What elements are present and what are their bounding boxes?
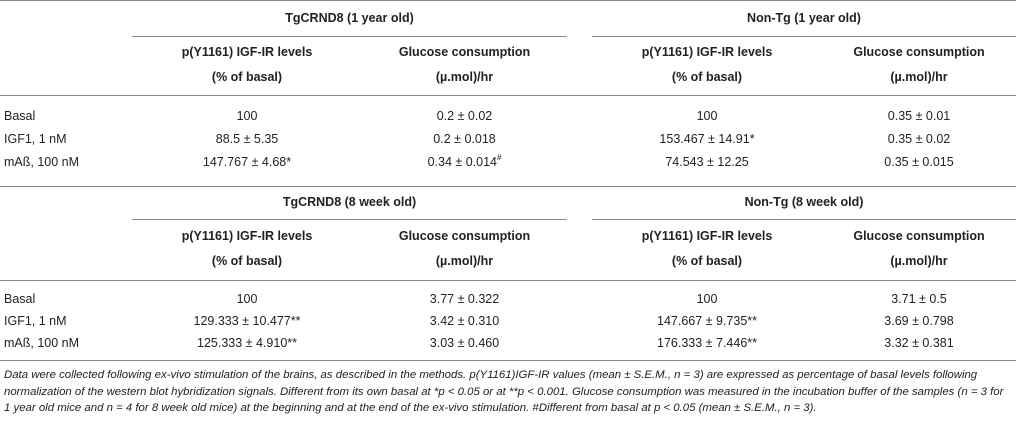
group-underline-tg-1yr (132, 36, 567, 37)
table-cell: 3.03 ± 0.460 (429, 336, 500, 350)
column-header-unit: (% of basal) (211, 70, 283, 84)
table-cell: 129.333 ± 10.477** (193, 314, 301, 328)
column-header: p(Y1161) IGF-IR levels (641, 229, 773, 243)
section-divider-rule (0, 186, 1016, 187)
table-cell: 0.2 ± 0.018 (433, 132, 496, 146)
column-header-unit: (µ.mol)/hr (435, 70, 494, 84)
group-underline-tg-8wk (132, 219, 567, 220)
table-cell: 0.2 ± 0.02 (436, 109, 493, 123)
header2-bottom-rule (0, 280, 1016, 281)
column-header: Glucose consumption (398, 45, 531, 59)
column-header-unit: (% of basal) (671, 70, 743, 84)
row-label: mAß, 100 nM (4, 336, 80, 350)
column-header: Glucose consumption (853, 45, 985, 59)
group-header: Non-Tg (8 week old) (744, 195, 864, 209)
table-cell: 0.35 ± 0.02 (887, 132, 951, 146)
table-cell: 88.5 ± 5.35 (215, 132, 279, 146)
table-top-rule (0, 0, 1016, 1)
column-header: Glucose consumption (398, 229, 531, 243)
column-header: p(Y1161) IGF-IR levels (181, 229, 313, 243)
significance-mark: # (496, 152, 502, 162)
group-header: Non-Tg (1 year old) (747, 11, 861, 25)
table-cell: 0.35 ± 0.01 (887, 109, 951, 123)
table-cell: 125.333 ± 4.910** (197, 336, 297, 350)
table-footnote: Data were collected following ex-vivo st… (4, 369, 1004, 414)
column-header: Glucose consumption (853, 229, 985, 243)
table-cell: 0.35 ± 0.015 (884, 155, 954, 169)
row-label: IGF1, 1 nM (4, 132, 67, 146)
table-cell: 100 (696, 109, 718, 123)
table-cell: 0.34 ± 0.014# (362, 152, 567, 170)
table-cell: 147.767 ± 4.68* (202, 155, 292, 169)
header-bottom-rule (0, 95, 1016, 96)
row-label: Basal (4, 109, 36, 123)
column-header: p(Y1161) IGF-IR levels (181, 45, 313, 59)
table-bottom-rule (0, 360, 1016, 361)
column-header-unit: (µ.mol)/hr (890, 70, 948, 84)
table-cell: 3.77 ± 0.322 (429, 292, 500, 306)
table-cell: 176.333 ± 7.446** (657, 336, 757, 350)
table-cell: 3.42 ± 0.310 (429, 314, 500, 328)
table-cell: 100 (696, 292, 718, 306)
row-label: Basal (4, 292, 36, 306)
table-cell: 74.543 ± 12.25 (665, 155, 749, 169)
row-label: mAß, 100 nM (4, 155, 80, 169)
column-header-unit: (µ.mol)/hr (890, 254, 948, 268)
table-cell: 147.667 ± 9.735** (657, 314, 757, 328)
table-cell: 100 (236, 292, 258, 306)
group-underline-nontg-8wk (592, 219, 1016, 220)
column-header: p(Y1161) IGF-IR levels (641, 45, 773, 59)
column-header-unit: (µ.mol)/hr (435, 254, 494, 268)
table-cell: 3.69 ± 0.798 (884, 314, 954, 328)
table-cell: 100 (236, 109, 258, 123)
group-header: TgCRND8 (8 week old) (282, 195, 417, 209)
table-cell: 153.467 ± 14.91* (659, 132, 755, 146)
table-cell-value: 0.34 ± 0.014 (427, 155, 497, 169)
column-header-unit: (% of basal) (211, 254, 283, 268)
column-header-unit: (% of basal) (671, 254, 743, 268)
group-underline-nontg-1yr (592, 36, 1016, 37)
row-label: IGF1, 1 nM (4, 314, 67, 328)
group-header: TgCRND8 (1 year old) (285, 11, 414, 25)
table-cell: 3.32 ± 0.381 (884, 336, 954, 350)
table-cell: 3.71 ± 0.5 (891, 292, 947, 306)
